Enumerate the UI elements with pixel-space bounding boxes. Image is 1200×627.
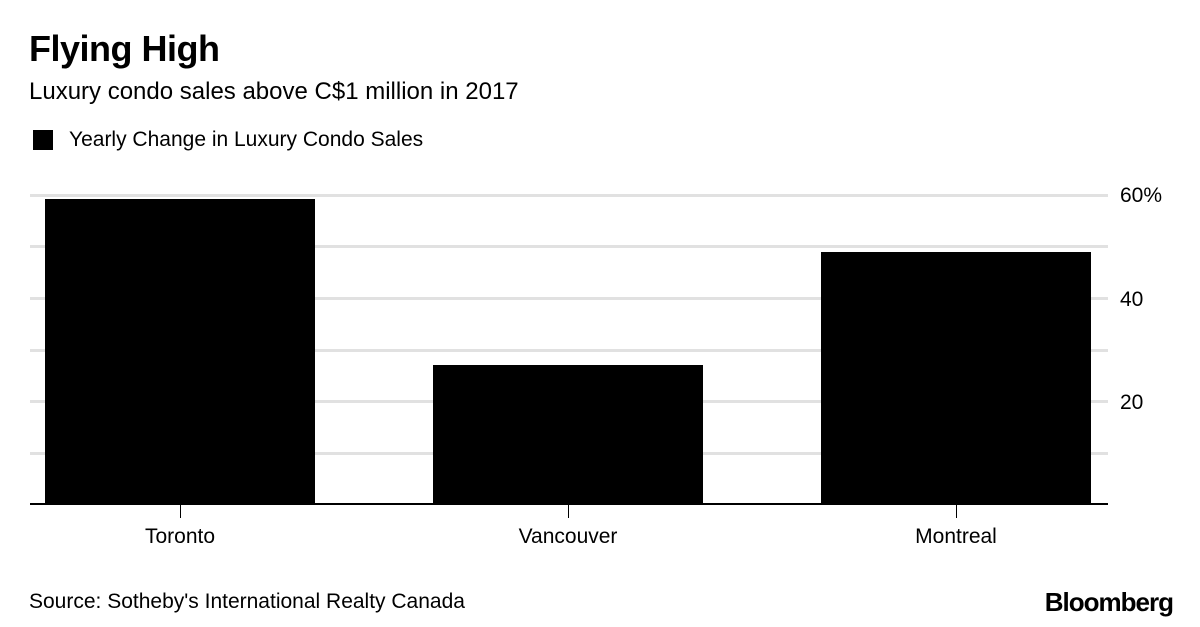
- gridline-30: [30, 349, 1108, 352]
- legend-label: Yearly Change in Luxury Condo Sales: [69, 128, 424, 151]
- gridline-60: [30, 194, 1108, 197]
- legend-swatch-icon: [33, 130, 53, 150]
- chart-title: Flying High: [29, 28, 220, 69]
- legend: Yearly Change in Luxury Condo Sales: [33, 128, 423, 152]
- y-tick-label: 20: [1120, 391, 1144, 414]
- y-tick-label: 60%: [1120, 184, 1163, 207]
- bloomberg-logo: Bloomberg: [1044, 587, 1174, 617]
- x-tick-mark: [180, 505, 181, 518]
- x-label-montreal: Montreal: [915, 525, 997, 548]
- gridline-40: [30, 297, 1108, 300]
- gridline-50: [30, 245, 1108, 248]
- source-note: Source: Sotheby's International Realty C…: [29, 590, 465, 613]
- bar-toronto: [45, 199, 315, 504]
- chart-subtitle: Luxury condo sales above C$1 million in …: [29, 78, 519, 105]
- x-label-toronto: Toronto: [144, 525, 216, 548]
- bar-vancouver: [433, 365, 703, 504]
- x-tick-mark: [956, 505, 957, 518]
- x-label-vancouver: Vancouver: [518, 525, 618, 548]
- bar-montreal: [821, 252, 1091, 504]
- y-tick-label: 40: [1120, 288, 1144, 311]
- x-axis-line: [30, 503, 1108, 505]
- x-tick-mark: [568, 505, 569, 518]
